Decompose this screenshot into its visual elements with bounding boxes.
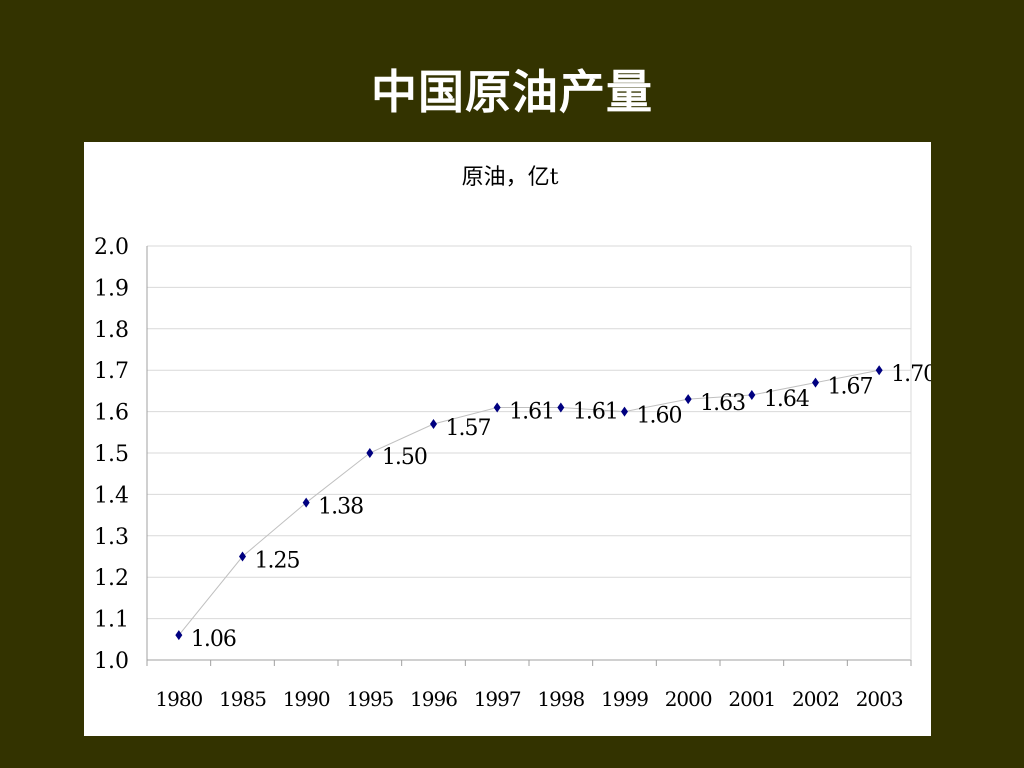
x-tick-label: 1990	[283, 687, 330, 711]
y-tick-label: 2.0	[94, 235, 129, 260]
chart-panel: 原油，亿t 1.0 1.1 1.2 1.3 1.4 1.5 1.6 1.7 1.8 1.9 2.0 …	[84, 142, 931, 736]
line-chart: 原油，亿t 1.01.11.21.31.41.51.61.71.81.92.0 …	[94, 165, 931, 711]
series-1: 1.06 1.25 1.38 1.50 1.57 1.61 1.61 1.60 1.63 1.64…	[175, 362, 931, 652]
y-tick-label: 1.0	[94, 649, 129, 674]
data-point	[812, 377, 819, 388]
data-point	[748, 390, 756, 401]
y-tick-label: 1.4	[94, 483, 129, 508]
data-point	[239, 551, 246, 562]
data-point	[684, 394, 692, 405]
x-tick-label: 1998	[537, 687, 584, 711]
data-label: 1.61	[509, 399, 554, 424]
axes	[146, 246, 912, 666]
data-point	[557, 402, 565, 413]
x-tick-label: 1985	[219, 687, 266, 711]
data-label: 1.67	[828, 375, 873, 400]
y-tick-label: 1.8	[94, 318, 129, 343]
data-point	[430, 419, 437, 430]
y-tick-label: 1.1	[94, 608, 129, 633]
data-point	[366, 448, 374, 458]
data-label: 1.06	[191, 627, 236, 652]
x-tick-label: 2000	[665, 687, 712, 711]
data-point	[621, 406, 628, 417]
series-line	[178, 369, 880, 636]
data-point	[175, 630, 183, 641]
x-tick-label: 2002	[792, 687, 839, 711]
x-tick-labels: 1980 1985 1990 1995 1996 1997 1998 1999 2000 2001…	[155, 687, 904, 711]
data-point	[875, 365, 883, 376]
x-tick-label: 2001	[728, 687, 775, 711]
data-label: 1.64	[764, 387, 809, 412]
data-label: 1.63	[700, 391, 745, 416]
data-point	[302, 497, 310, 508]
x-tick-label: 1980	[155, 687, 202, 711]
x-tick-label: 2003	[856, 687, 903, 711]
x-tick-label: 1999	[601, 687, 648, 711]
y-tick-labels: 1.0 1.1 1.2 1.3 1.4 1.5 1.6 1.7 1.8 1.9 2.0	[94, 235, 129, 674]
y-tick-label: 1.9	[94, 276, 129, 301]
gridlines	[147, 245, 911, 620]
y-tick-label: 1.7	[94, 359, 129, 384]
data-label: 1.70	[891, 362, 931, 387]
data-label: 1.38	[318, 495, 363, 520]
x-tick-label: 1995	[346, 687, 393, 711]
y-tick-label: 1.2	[94, 566, 129, 591]
data-label: 1.25	[255, 549, 300, 574]
y-tick-label: 1.3	[94, 525, 129, 550]
x-tick-label: 1997	[474, 687, 521, 711]
data-label: 1.60	[637, 404, 682, 429]
y-tick-label: 1.5	[94, 442, 129, 467]
data-label: 1.50	[382, 445, 427, 470]
data-label: 1.57	[446, 416, 491, 441]
x-tick-label: 1996	[410, 687, 457, 711]
y-tick-label: 1.6	[94, 401, 129, 426]
chart-title: 原油，亿t	[462, 165, 559, 190]
data-label: 1.61	[573, 399, 618, 424]
slide-title: 中国原油产量	[371, 65, 653, 119]
data-point	[493, 402, 501, 413]
